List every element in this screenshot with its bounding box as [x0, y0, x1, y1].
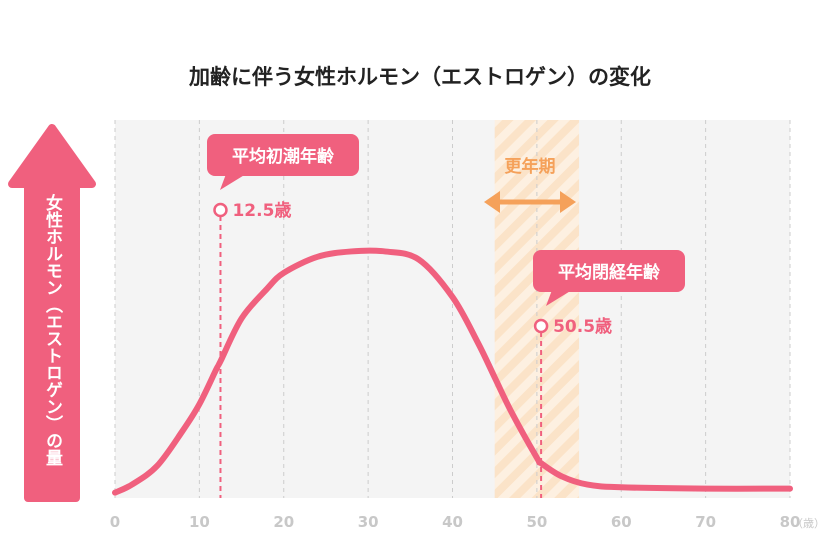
- age-marker: [533, 318, 549, 334]
- age-guides: 12.5歳 50.5歳: [213, 200, 612, 498]
- x-tick-label: 30: [358, 513, 379, 531]
- grid-lines: [114, 120, 791, 498]
- curve-layer: [112, 247, 793, 496]
- callout-tail: [220, 174, 246, 190]
- chart-title: 加齢に伴う女性ホルモン（エストロゲン）の変化: [188, 65, 651, 89]
- y-axis-label: 女性ホルモン（エストロゲン）の量: [42, 193, 63, 466]
- callout-text: 平均閉経年齢: [558, 262, 661, 283]
- x-tick-label: 80: [780, 513, 801, 531]
- y-axis-arrow: [8, 124, 96, 502]
- x-tick-label: 0: [110, 513, 120, 531]
- band-double-arrow: [484, 191, 576, 213]
- x-tick-label: 40: [442, 513, 463, 531]
- x-tick-label: 70: [695, 513, 716, 531]
- estrogen-curve: [112, 247, 793, 496]
- x-tick-label: 60: [611, 513, 632, 531]
- age-marker: [213, 202, 228, 218]
- x-tick-labels: 0 10 20 30 40 50 60 70 80: [110, 513, 801, 531]
- age-label: 12.5歳: [232, 200, 291, 221]
- x-axis-unit: （歳）: [792, 517, 825, 530]
- callout-tail: [546, 290, 572, 306]
- callout-bubble: [207, 134, 359, 176]
- x-tick-label: 10: [189, 513, 210, 531]
- x-tick-label: 50: [526, 513, 547, 531]
- band-label: 更年期: [505, 156, 556, 177]
- x-tick-label: 20: [273, 513, 294, 531]
- age-label: 50.5歳: [553, 316, 612, 337]
- callout-bubble: [533, 250, 685, 292]
- callout-text: 平均初潮年齢: [232, 146, 335, 167]
